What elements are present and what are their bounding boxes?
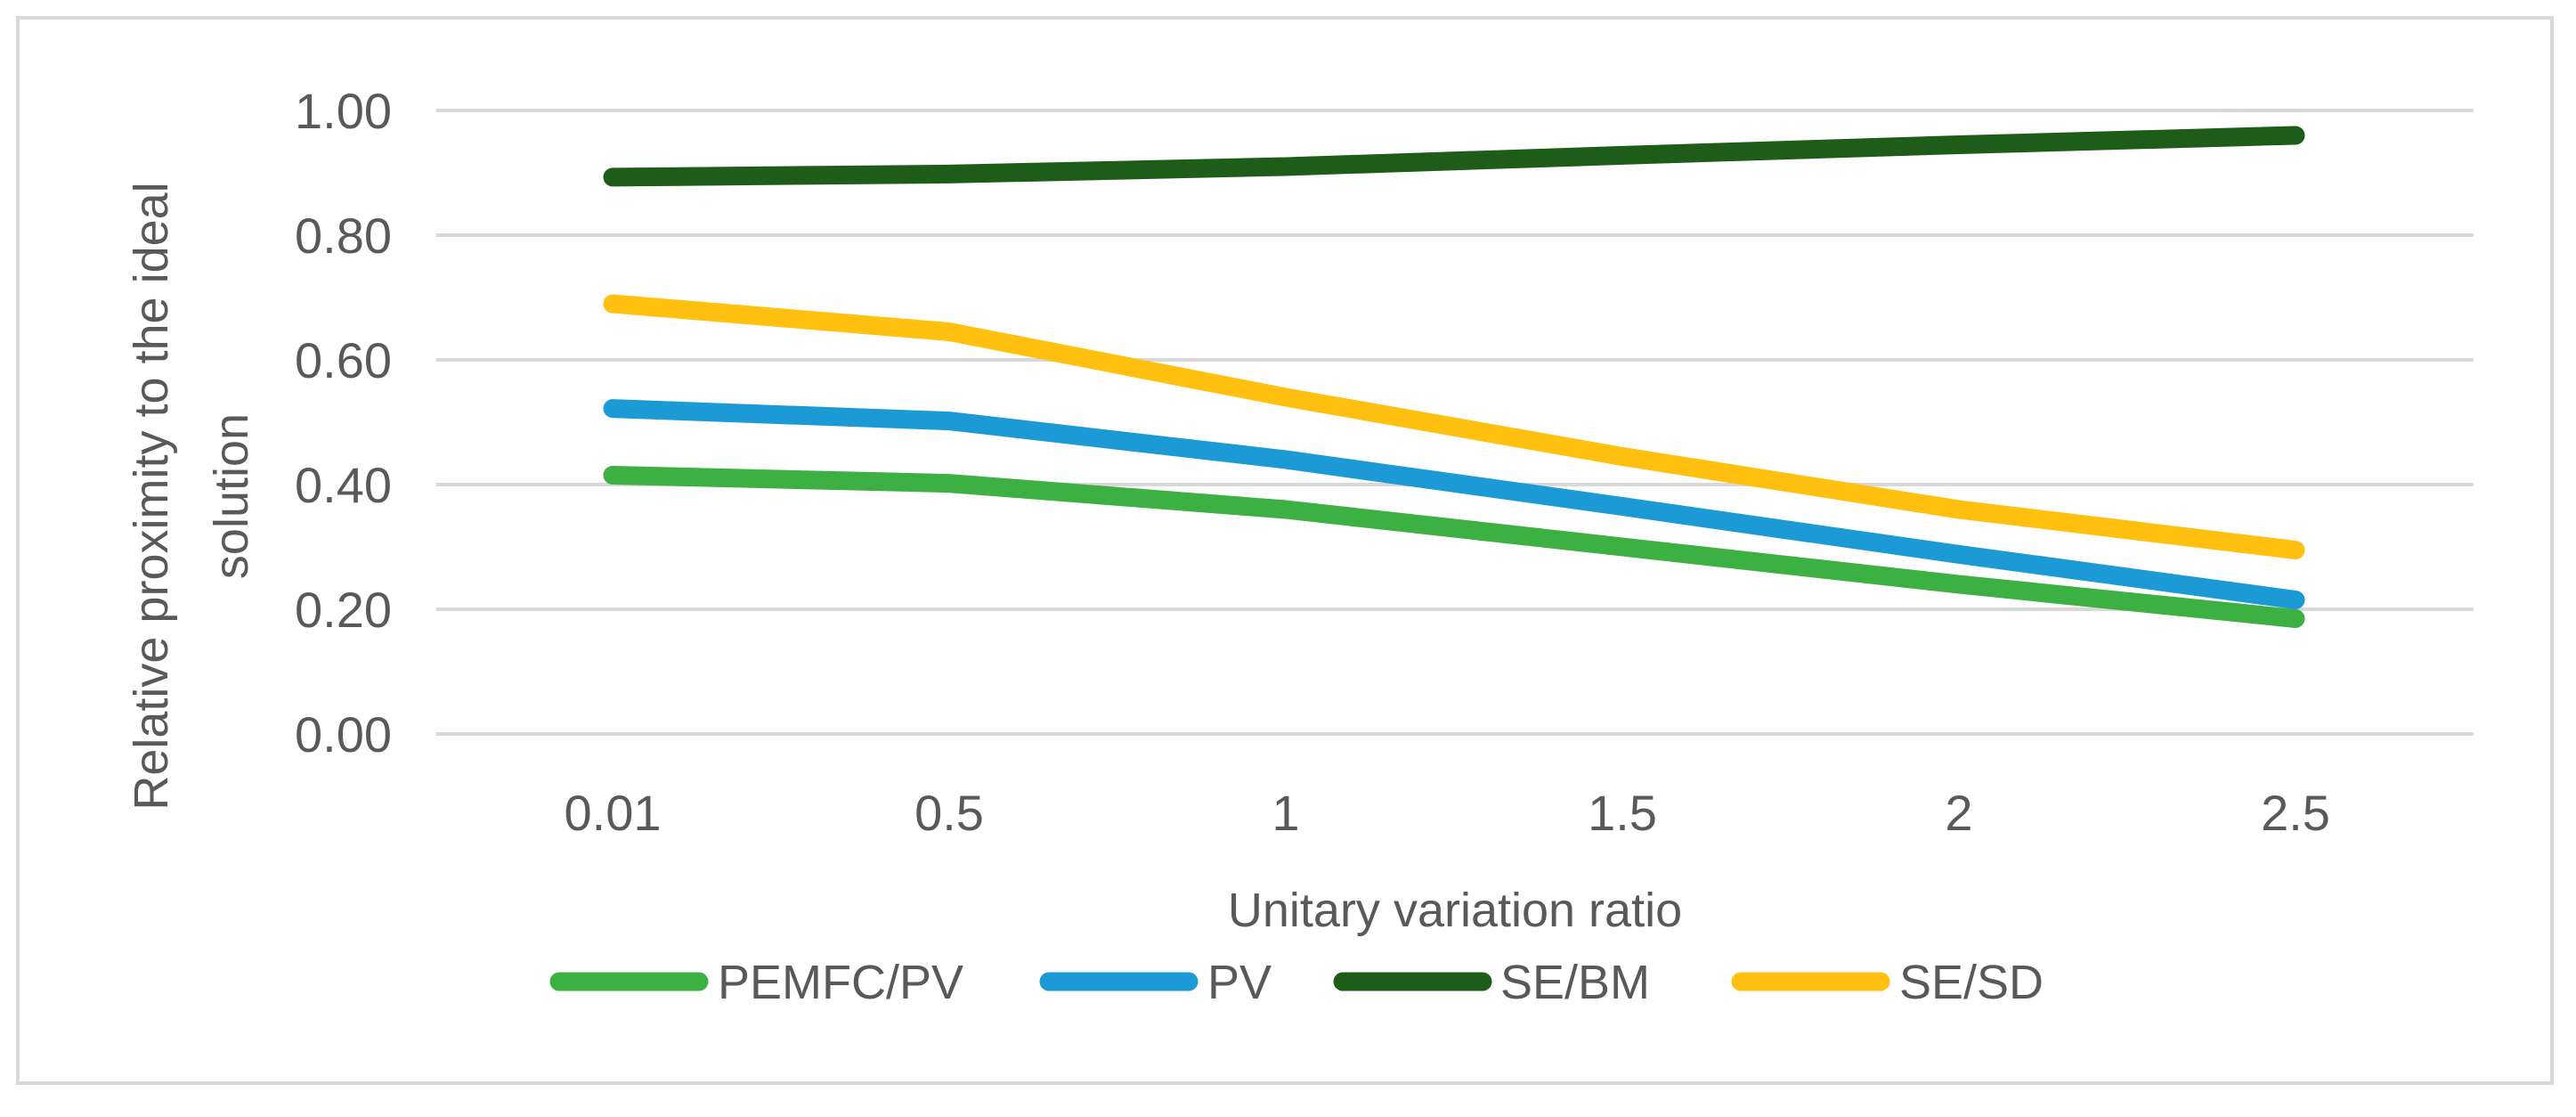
legend-item-se-bm[interactable]: SE/BM (1333, 956, 1650, 1009)
legend-label: PV (1207, 956, 1272, 1009)
y-axis-ticks: 0.00 0.20 0.40 0.60 0.80 1.00 (295, 83, 392, 762)
x-tick-label: 1.5 (1588, 785, 1657, 841)
x-axis-title: Unitary variation ratio (1228, 884, 1682, 937)
y-tick-label: 0.60 (295, 332, 392, 388)
series-lines (603, 126, 2305, 628)
x-tick-label: 0.01 (565, 785, 662, 841)
x-tick-label: 0.5 (914, 785, 984, 841)
y-tick-label: 1.00 (295, 83, 392, 139)
x-tick-label: 2.5 (2261, 785, 2330, 841)
legend-item-pv[interactable]: PV (1039, 956, 1272, 1009)
legend-item-pemfc-pv[interactable]: PEMFC/PV (549, 956, 963, 1009)
chart-frame (16, 16, 2554, 1085)
legend-label: SE/SD (1899, 956, 2044, 1009)
series-line-pv[interactable] (603, 399, 2305, 609)
y-tick-label: 0.00 (295, 706, 392, 762)
y-tick-label: 0.20 (295, 582, 392, 638)
legend-label: PEMFC/PV (718, 956, 963, 1009)
y-tick-label: 0.40 (295, 457, 392, 513)
y-axis-title-line-2: solution (205, 413, 258, 579)
x-tick-label: 2 (1945, 785, 1972, 841)
legend-item-se-sd[interactable]: SE/SD (1731, 956, 2044, 1009)
legend[interactable]: PEMFC/PV PV SE/BM SE/SD (549, 956, 2044, 1009)
legend-label: SE/BM (1500, 956, 1650, 1009)
series-line-se-sd[interactable] (603, 294, 2305, 559)
y-axis-title-line-1: Relative proximity to the ideal (125, 182, 178, 810)
series-line-pemfc-pv[interactable] (603, 466, 2305, 628)
x-axis-ticks: 0.01 0.5 1 1.5 2 2.5 (565, 785, 2330, 841)
series-line-se-bm[interactable] (603, 126, 2305, 187)
x-tick-label: 1 (1272, 785, 1299, 841)
y-tick-label: 0.80 (295, 208, 392, 264)
